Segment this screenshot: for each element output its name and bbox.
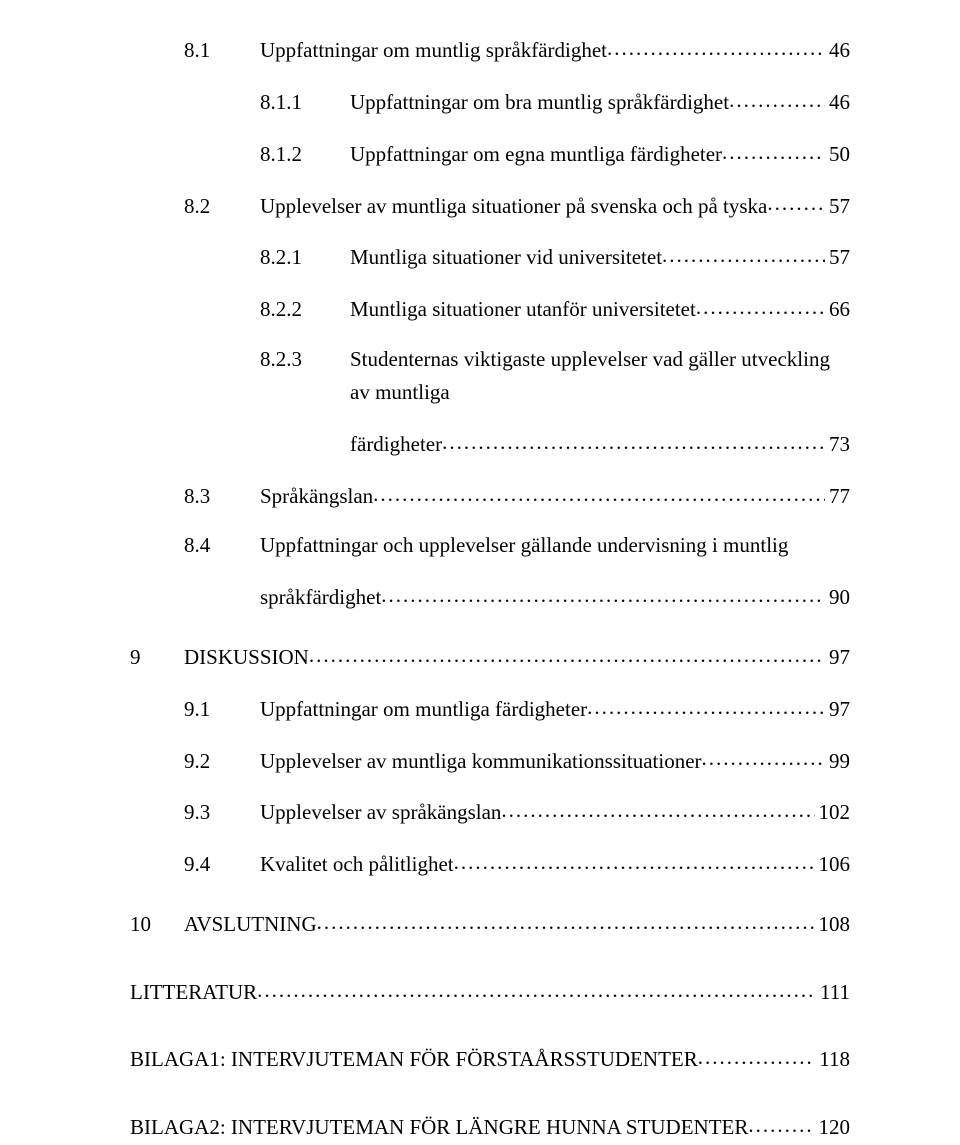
toc-title: Kvalitet och pålitlighet [260, 848, 454, 882]
toc-page: 99 [825, 745, 850, 779]
toc-entry: 8.2 Upplevelser av muntliga situationer … [130, 187, 850, 223]
toc-entry: BILAGA2: INTERVJUTEMAN FÖR LÄNGRE HUNNA … [130, 1109, 850, 1145]
toc-entry: 9.2 Upplevelser av muntliga kommunikatio… [130, 742, 850, 778]
toc-page: 90 [825, 581, 850, 615]
toc-page: 111 [816, 976, 850, 1010]
toc-number: 9.2 [184, 745, 260, 779]
toc-entry: 8.1.2 Uppfattningar om egna muntliga fär… [130, 136, 850, 172]
toc-page: 46 [825, 34, 850, 68]
toc-leader [698, 1041, 816, 1066]
toc-entry: 8.3 Språkängslan 77 [130, 478, 850, 514]
toc-title: AVSLUTNING [184, 908, 317, 942]
toc-leader [607, 32, 825, 57]
toc-entry: LITTERATUR 111 [130, 974, 850, 1010]
toc-title: Upplevelser av språkängslan [260, 796, 501, 830]
toc-page: 66 [825, 293, 850, 327]
toc-title: Muntliga situationer utanför universitet… [350, 293, 696, 327]
toc-number: 8.1 [184, 34, 260, 68]
toc-page: 57 [825, 241, 850, 275]
toc-title: BILAGA1: INTERVJUTEMAN FÖR FÖRSTAÅRSSTUD… [130, 1043, 698, 1077]
toc-number: 8.2 [184, 190, 260, 224]
toc-page: 46 [825, 86, 850, 120]
toc-title: färdigheter [350, 428, 442, 462]
toc-leader [722, 136, 825, 161]
toc-number: 9.3 [184, 796, 260, 830]
toc-page: 118 [815, 1043, 850, 1077]
toc-leader [501, 794, 814, 819]
toc-title: LITTERATUR [130, 976, 257, 1010]
toc-leader [442, 426, 825, 451]
toc-title: Uppfattningar och upplevelser gällande u… [260, 529, 788, 563]
toc-number: 8.3 [184, 480, 260, 514]
toc-entry: 8.1 Uppfattningar om muntlig språkfärdig… [130, 32, 850, 68]
toc-page: 120 [815, 1111, 851, 1145]
toc-title: språkfärdighet [260, 581, 381, 615]
toc-page: 57 [825, 190, 850, 224]
toc-page: 73 [825, 428, 850, 462]
toc-entry: 10 AVSLUTNING 108 [130, 906, 850, 942]
toc-leader [662, 239, 825, 264]
toc-leader [587, 691, 825, 716]
toc-page: 106 [815, 848, 851, 882]
toc-title: Muntliga situationer vid universitetet [350, 241, 662, 275]
toc-title: Uppfattningar om muntlig språkfärdighet [260, 34, 607, 68]
toc-number: 8.1.1 [260, 86, 350, 120]
toc-number: 9 [130, 641, 184, 675]
toc-entry: 8.2.2 Muntliga situationer utanför unive… [130, 291, 850, 327]
toc-number: 9.4 [184, 848, 260, 882]
toc-entry-continuation: färdigheter 73 [130, 426, 850, 462]
toc-title: Uppfattningar om muntliga färdigheter [260, 693, 587, 727]
toc-entry: 8.2.1 Muntliga situationer vid universit… [130, 239, 850, 275]
toc-leader [381, 579, 825, 604]
toc-page: 102 [815, 796, 851, 830]
toc-entry: 8.1.1 Uppfattningar om bra muntlig språk… [130, 84, 850, 120]
toc-entry: 9.3 Upplevelser av språkängslan 102 [130, 794, 850, 830]
toc-title: BILAGA2: INTERVJUTEMAN FÖR LÄNGRE HUNNA … [130, 1111, 748, 1145]
toc-leader [767, 187, 825, 212]
toc-leader [748, 1109, 814, 1134]
toc-leader [729, 84, 825, 109]
toc-number: 8.2.1 [260, 241, 350, 275]
toc-leader [309, 639, 825, 664]
toc-entry: 9.4 Kvalitet och pålitlighet 106 [130, 846, 850, 882]
toc-title: DISKUSSION [184, 641, 309, 675]
toc-page: 97 [825, 693, 850, 727]
toc-leader [454, 846, 815, 871]
toc-page: 77 [825, 480, 850, 514]
toc-leader [373, 478, 825, 503]
toc-entry: BILAGA1: INTERVJUTEMAN FÖR FÖRSTAÅRSSTUD… [130, 1041, 850, 1077]
toc-title: Språkängslan [260, 480, 373, 514]
toc-title: Upplevelser av muntliga kommunikationssi… [260, 745, 702, 779]
toc-page: 108 [815, 908, 851, 942]
toc-title: Uppfattningar om egna muntliga färdighet… [350, 138, 722, 172]
toc-leader [696, 291, 825, 316]
toc-number: 8.4 [184, 529, 260, 563]
toc-page: 50 [825, 138, 850, 172]
toc-number: 10 [130, 908, 184, 942]
toc-number: 9.1 [184, 693, 260, 727]
toc-leader [317, 906, 815, 931]
toc-entry: 8.4 Uppfattningar och upplevelser gällan… [130, 529, 850, 563]
toc-number: 8.2.3 [260, 343, 350, 377]
toc-title: Uppfattningar om bra muntlig språkfärdig… [350, 86, 729, 120]
toc-entry: 9.1 Uppfattningar om muntliga färdighete… [130, 691, 850, 727]
toc-entry: 8.2.3 Studenternas viktigaste upplevelse… [130, 343, 850, 410]
toc-entry: 9 DISKUSSION 97 [130, 639, 850, 675]
toc-entry-continuation: språkfärdighet 90 [130, 579, 850, 615]
toc-number: 8.2.2 [260, 293, 350, 327]
toc-number: 8.1.2 [260, 138, 350, 172]
toc-title: Studenternas viktigaste upplevelser vad … [350, 343, 850, 410]
toc-title: Upplevelser av muntliga situationer på s… [260, 190, 767, 224]
toc-page: 97 [825, 641, 850, 675]
toc-leader [257, 974, 816, 999]
toc-leader [702, 742, 825, 767]
